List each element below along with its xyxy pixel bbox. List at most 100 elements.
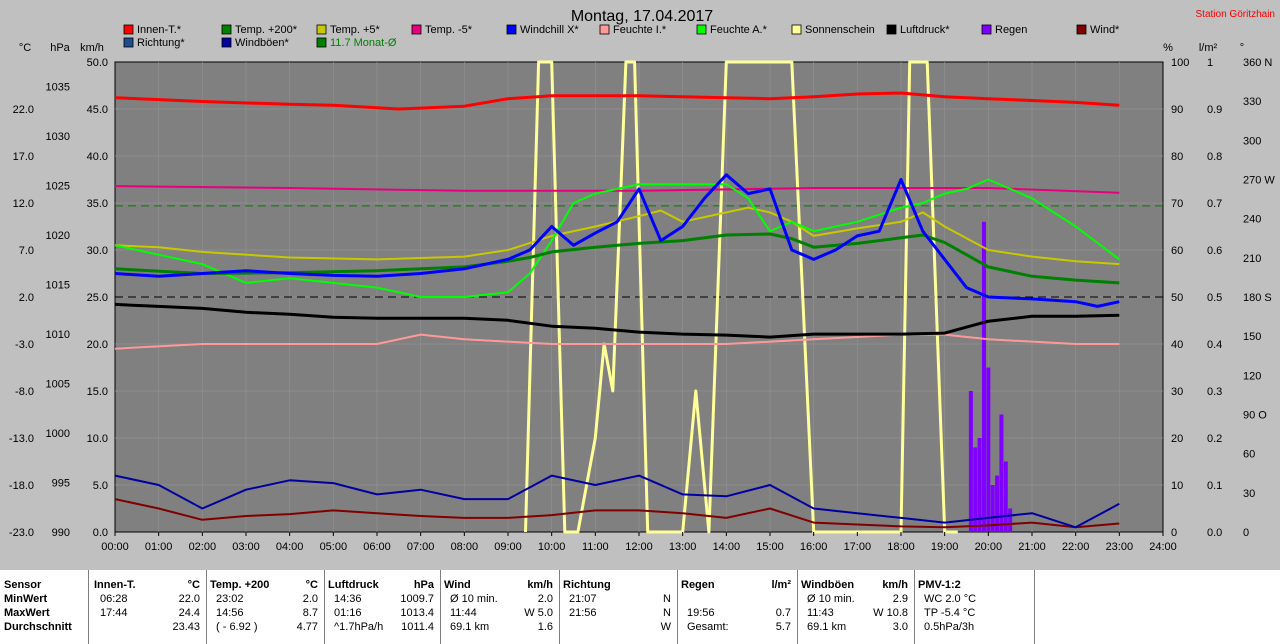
x-tick-label: 03:00 [232, 541, 260, 553]
legend-label: Richtung* [137, 37, 185, 49]
x-tick-label: 24:00 [1149, 541, 1177, 553]
series-line [114, 178, 1120, 298]
stats-cell-row: 23.43 [94, 620, 200, 634]
series-line [114, 474, 1120, 529]
stats-column: Wind km/h Ø 10 min. 2.0 11:44 W 5.0 69.1 km 1.6 [440, 570, 560, 644]
stats-cell-value: 22.0 [178, 593, 200, 605]
stats-cell-time: 19:56 [687, 607, 715, 619]
y-tick-label: 10 [1171, 480, 1183, 492]
y-tick-label: 180 S [1243, 292, 1272, 304]
y-tick-label: 25.0 [87, 292, 108, 304]
rain-bar [1003, 461, 1008, 532]
legend-swatch [221, 37, 232, 48]
stats-cell-row: WC 2.0 °C [918, 592, 1028, 606]
series-line [114, 173, 1120, 308]
legend-label: 11.7 Monat-Ø [330, 37, 397, 49]
x-tick-label: 02:00 [189, 541, 217, 553]
rain-bar [999, 414, 1004, 532]
stats-column-header: Wind km/h [444, 578, 553, 592]
y-tick-label: -13.0 [9, 433, 34, 445]
stats-cell-time: ( - 6.92 ) [216, 621, 258, 633]
stats-cell-time: Ø 10 min. [450, 593, 498, 605]
stats-column-unit: hPa [413, 579, 434, 591]
stats-cell-time: 11:44 [450, 607, 477, 619]
right-axis-ticks: 100908070605040302010010.90.80.70.60.50.… [1171, 57, 1275, 539]
x-tick-label: 06:00 [363, 541, 391, 553]
y-tick-label: 1025 [46, 181, 70, 193]
stats-cell-value: 3.0 [892, 621, 908, 633]
legend-swatch [1076, 24, 1087, 35]
stats-cell-row [681, 592, 791, 606]
stats-column-title: Temp. +200 [210, 579, 270, 591]
stats-cell-row: Ø 10 min. 2.9 [801, 592, 908, 606]
x-tick-label: 21:00 [1018, 541, 1046, 553]
y-tick-label: -18.0 [9, 480, 34, 492]
rain-bar [973, 447, 978, 532]
y-tick-label: 30.0 [87, 245, 108, 257]
legend-label: Temp. -5* [425, 24, 473, 36]
stats-column-title: Luftdruck [328, 579, 379, 591]
stats-row-label: MinWert [4, 593, 48, 605]
legend-label: Wind* [1090, 24, 1120, 36]
stats-column-title: Regen [681, 579, 715, 591]
y-tick-label: 0.0 [93, 527, 108, 539]
stats-row-labels: Sensor MinWert MaxWert Durchschnitt [0, 570, 89, 644]
x-tick-label: 13:00 [669, 541, 697, 553]
stats-cell-value: 4.77 [296, 621, 318, 633]
y-tick-label: 360 N [1243, 57, 1272, 69]
y-tick-label: 0.8 [1207, 151, 1222, 163]
stats-cell-value: 2.0 [537, 593, 553, 605]
stats-column: Richtung 21:07 N 21:56 N W [559, 570, 678, 644]
y-tick-label: -3.0 [15, 339, 34, 351]
legend-label: Feuchte A.* [710, 24, 768, 36]
stats-column-header: Windböen km/h [801, 578, 908, 592]
x-tick-label: 19:00 [931, 541, 959, 553]
series-line [114, 498, 1120, 529]
y-tick-label: 150 [1243, 331, 1261, 343]
stats-cell-time: 0.5hPa/3h [924, 621, 975, 633]
y-tick-label: 0 [1243, 527, 1249, 539]
y-tick-label: 0.5 [1207, 292, 1222, 304]
stats-cell-time: 23:02 [216, 593, 244, 605]
legend-swatch [123, 24, 134, 35]
y-tick-label: 40 [1171, 339, 1183, 351]
stats-cell-row: 01:16 1013.4 [328, 606, 434, 620]
stats-cell-value: N [663, 593, 671, 605]
stats-cell-value: 1011.4 [401, 621, 434, 633]
axis-unit: % [1163, 42, 1173, 54]
stats-column-header: Richtung [563, 578, 671, 592]
x-tick-label: 16:00 [800, 541, 828, 553]
series-line [114, 302, 1120, 339]
stats-cell-time: 14:36 [334, 593, 362, 605]
stats-column-title: Richtung [563, 579, 611, 591]
y-tick-label: 60 [1171, 245, 1183, 257]
stats-column-title: PMV-1:2 [918, 579, 961, 591]
x-tick-label: 22:00 [1062, 541, 1090, 553]
stats-column-header: Regen l/m² [681, 578, 791, 592]
stats-cell-row: 0.5hPa/3h [918, 620, 1028, 634]
y-tick-label: 20 [1171, 433, 1183, 445]
legend: Innen-T.* Temp. +200* Temp. +5* Temp. -5* Wi… [123, 24, 1120, 49]
y-tick-label: 995 [52, 478, 70, 490]
series-line [524, 60, 958, 534]
y-tick-label: 1030 [46, 131, 70, 143]
stats-cell-time: 69.1 km [450, 621, 490, 633]
axis-unit: hPa [50, 42, 70, 54]
stats-cell-row: 69.1 km 1.6 [444, 620, 553, 634]
y-tick-label: 300 [1243, 135, 1261, 147]
y-tick-label: 30 [1171, 386, 1183, 398]
y-tick-label: 30 [1243, 488, 1255, 500]
x-tick-label: 23:00 [1106, 541, 1134, 553]
stats-column-unit: l/m² [771, 579, 791, 591]
stats-cell-time: ^1.7hPa/h [334, 621, 384, 633]
y-tick-label: 1005 [46, 379, 70, 391]
y-tick-label: 12.0 [13, 198, 34, 210]
stats-cell-value: 2.9 [892, 593, 908, 605]
x-tick-label: 14:00 [713, 541, 741, 553]
rain-bar [977, 438, 982, 532]
left-axis-ticks: 22.0 17.0 12.0 7.0 2.0 -3.0 -8.0 -13.0 -18.0 -23.… [9, 57, 108, 539]
y-tick-label: 20.0 [87, 339, 108, 351]
stats-cell-row: TP -5.4 °C [918, 606, 1028, 620]
legend-label: Sonnenschein [805, 24, 875, 36]
stats-row-label: Sensor [4, 579, 42, 591]
